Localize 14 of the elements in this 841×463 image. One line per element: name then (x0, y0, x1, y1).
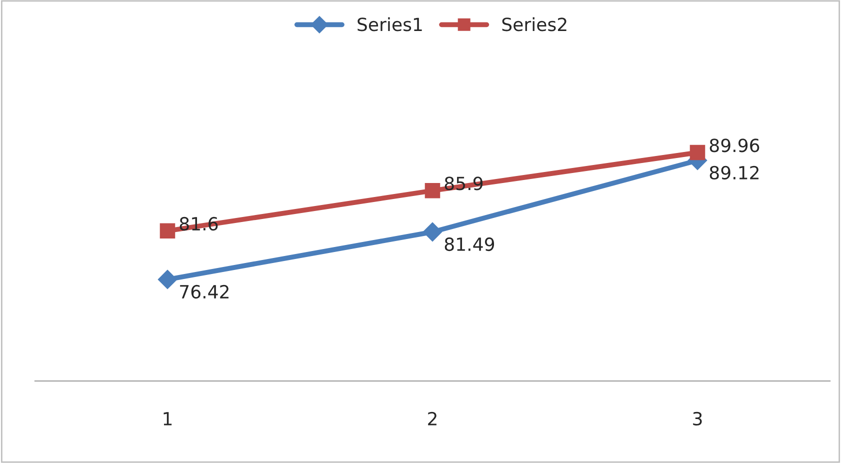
point (422, 222, 442, 242)
x-tick-label: 1 (164, 412, 172, 426)
point (160, 223, 176, 239)
point (424, 182, 440, 198)
data-label: 76.42 (180, 284, 228, 299)
point (158, 270, 178, 289)
data-label: 81.49 (444, 237, 494, 252)
legend-label: Series2 (502, 17, 566, 32)
data-label: 89.12 (710, 166, 758, 180)
x-tick-label: 3 (693, 412, 702, 426)
legend-label: Series1 (358, 17, 422, 32)
data-label: 89.96 (710, 138, 760, 152)
x-tick-label: 2 (428, 412, 436, 426)
point (690, 144, 706, 160)
